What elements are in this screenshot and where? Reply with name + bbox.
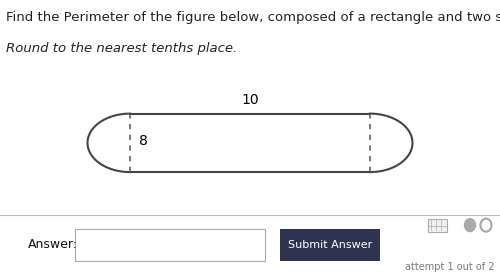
FancyBboxPatch shape <box>75 229 265 261</box>
FancyBboxPatch shape <box>428 219 446 232</box>
FancyBboxPatch shape <box>280 229 380 261</box>
Text: attempt 1 out of 2: attempt 1 out of 2 <box>404 262 494 272</box>
Text: 10: 10 <box>241 93 259 107</box>
Circle shape <box>464 219 475 232</box>
Text: Submit Answer: Submit Answer <box>288 240 372 250</box>
Text: Answer:: Answer: <box>28 238 78 251</box>
Text: 8: 8 <box>139 134 148 148</box>
Text: Find the Perimeter of the figure below, composed of a rectangle and two semicirc: Find the Perimeter of the figure below, … <box>6 11 500 24</box>
Text: Round to the nearest tenths place.: Round to the nearest tenths place. <box>6 42 237 55</box>
